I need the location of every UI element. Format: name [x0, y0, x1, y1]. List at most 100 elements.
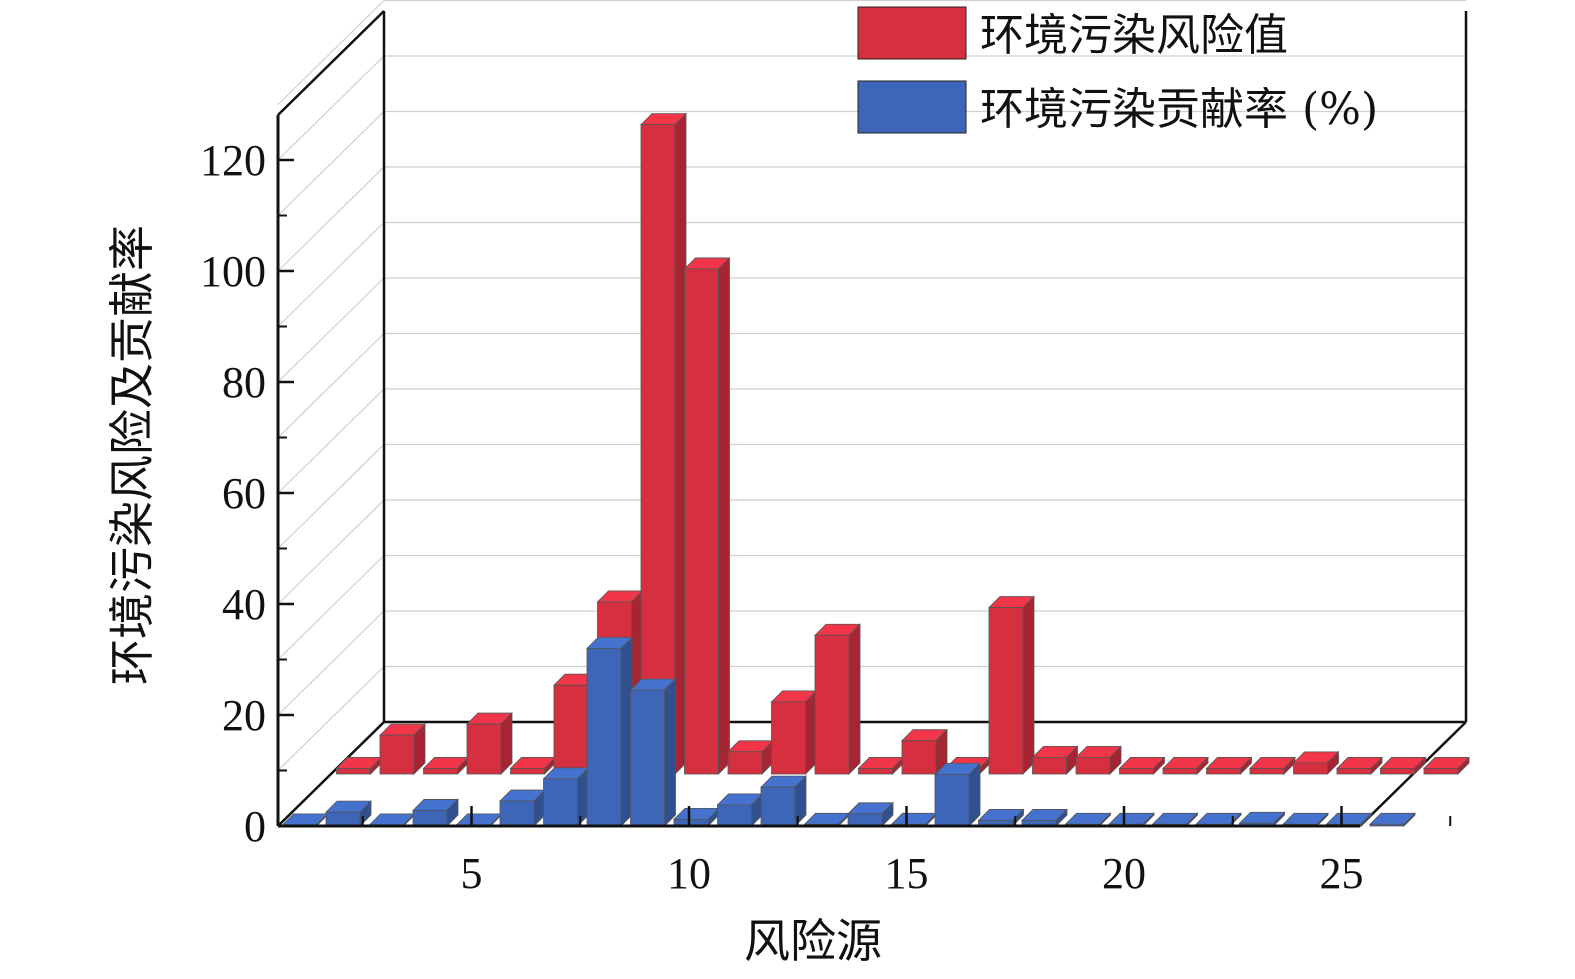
bar-front-face [901, 740, 937, 775]
bar-front-face [1369, 823, 1405, 827]
chart-axes: 0 20 40 60 80 100 120 5 10 15 20 25 [200, 115, 1452, 898]
bar-risk-value [727, 739, 774, 775]
y-tick-label: 100 [200, 247, 266, 296]
y-tick-label: 0 [244, 802, 266, 851]
legend-label-contribution: 环境污染贡献率 (%) [980, 84, 1378, 135]
series-contribution-bars [281, 636, 1416, 827]
bar-contribution [455, 812, 503, 827]
bar-front-face [814, 634, 850, 775]
gridline-side [277, 277, 385, 383]
bar-front-face [684, 268, 719, 775]
y-tick-label: 120 [200, 136, 266, 185]
bar-front-face [1293, 762, 1328, 775]
bar-contribution [1195, 812, 1242, 827]
bar-risk-value [509, 756, 557, 775]
bar-front-face [499, 800, 535, 827]
bar-contribution [1064, 812, 1112, 827]
bar-side-face [718, 256, 730, 775]
bar-risk-value [683, 256, 731, 775]
bar-contribution [1369, 812, 1416, 827]
bar-risk-value [857, 756, 905, 775]
bar-risk-value [770, 689, 818, 775]
bar-contribution [803, 812, 851, 827]
bar-front-face [510, 768, 545, 775]
bar-top-face [803, 812, 851, 825]
bar-front-face [423, 768, 458, 775]
bar-front-face [934, 773, 970, 827]
side-wall-top-edge [277, 10, 385, 116]
bar-risk-value [1379, 756, 1427, 775]
bar-contribution [890, 812, 938, 827]
bar-risk-value [1162, 756, 1209, 775]
bar-contribution [1325, 812, 1373, 827]
x-tick-label: 15 [885, 849, 929, 898]
bar-front-face [717, 804, 752, 827]
bar-risk-value [1075, 745, 1122, 775]
bar-contribution [760, 775, 807, 827]
bar-risk-value [1336, 756, 1383, 775]
bar-side-face [664, 678, 676, 827]
bar-contribution [1151, 812, 1199, 827]
gridline-side [277, 111, 385, 216]
bar-front-face [379, 734, 415, 775]
gridline-side [277, 388, 385, 494]
bar-side-face [500, 712, 513, 775]
bar-top-face [1369, 812, 1416, 825]
bar-front-face [727, 751, 763, 775]
series-risk-value-bars [335, 112, 1470, 775]
bar-top-face [1282, 812, 1329, 825]
bar-risk-value [335, 756, 383, 775]
bar-contribution [673, 807, 720, 827]
gridline-side [277, 610, 385, 716]
bar-risk-value [814, 623, 861, 775]
bar-contribution [586, 636, 633, 827]
bar-front-face [586, 648, 622, 827]
bar-front-face [1206, 768, 1241, 775]
gridline-side [277, 666, 385, 771]
bar-front-face [1162, 768, 1198, 775]
bar-contribution [716, 792, 764, 827]
gridline-side [277, 444, 385, 549]
gridline-side [277, 55, 385, 161]
bar-front-face [1075, 756, 1111, 775]
bar-risk-value [1249, 756, 1296, 775]
x-tick-label: 10 [667, 849, 711, 898]
bar-contribution [847, 801, 894, 827]
bar-contribution [977, 808, 1025, 827]
gridline-side [277, 222, 385, 327]
bar-risk-value [901, 728, 948, 775]
bar-front-face [760, 786, 796, 827]
legend-swatch-contribution [857, 80, 967, 134]
bar-contribution [1238, 811, 1286, 827]
bar-risk-value [1292, 750, 1340, 775]
bar-contribution [542, 766, 590, 827]
bar-side-face [968, 762, 981, 827]
bar-front-face [988, 607, 1024, 775]
bar-contribution [1108, 812, 1155, 827]
bar-risk-value [1205, 756, 1253, 775]
bar-front-face [553, 684, 589, 775]
bar-contribution [1282, 812, 1329, 827]
gridline-side [277, 166, 385, 272]
bar-top-face [1151, 812, 1199, 825]
bar-contribution [325, 800, 372, 827]
bar-contribution [499, 789, 546, 827]
legend-swatch-risk-value [857, 6, 967, 60]
gridline-side [277, 555, 385, 660]
bar-front-face [1119, 768, 1154, 775]
bar-front-face [771, 701, 806, 775]
y-tick-label: 40 [222, 580, 266, 629]
gridline-side [277, 0, 385, 105]
legend: 环境污染风险值 环境污染贡献率 (%) [857, 6, 1378, 135]
bar-top-face [1195, 812, 1242, 825]
bar-front-face [847, 813, 883, 827]
bar-front-face [858, 768, 893, 775]
bar-top-face [890, 812, 938, 825]
bar-front-face [1249, 768, 1285, 775]
y-tick-label: 60 [222, 469, 266, 518]
bar-front-face [325, 811, 361, 827]
bar-risk-value [379, 723, 426, 775]
bar-top-face [368, 813, 416, 826]
y-tick-label: 80 [222, 358, 266, 407]
